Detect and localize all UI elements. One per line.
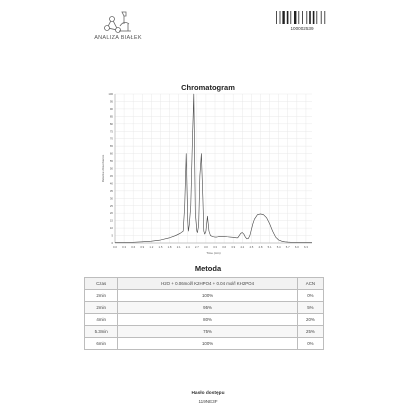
barcode-bars	[276, 11, 326, 24]
x-tick-label: 3.9	[231, 245, 235, 249]
company-logo: ANALIZA BIAŁEK	[88, 8, 148, 41]
cell-time: 2min	[83, 301, 119, 314]
barcode-bar	[324, 11, 326, 24]
y-tick-label: 15	[110, 219, 114, 223]
password-label: Hasło dostępu	[191, 391, 225, 396]
y-tick-label: 10	[110, 226, 114, 230]
y-tick-label: 0	[111, 241, 113, 245]
barcode-bar	[298, 11, 300, 24]
cell-time: 5.3min	[83, 325, 119, 338]
cell-acn: 0%	[296, 337, 325, 350]
x-tick-label: 2.1	[177, 245, 181, 249]
y-tick-label: 35	[110, 189, 114, 193]
cell-buffer: 100%	[117, 337, 298, 350]
header-time: Czas	[83, 277, 119, 290]
barcode-bar	[286, 11, 289, 24]
x-tick-label: 2.4	[186, 245, 190, 249]
x-tick-label: 6.0	[295, 245, 299, 249]
y-axis-label: Relative Absorbance	[101, 154, 105, 182]
x-tick-label: 1.5	[159, 245, 163, 249]
table-row: 4min 80% 20%	[83, 313, 325, 326]
gradient-table: Czas H2O + 0.06mol/l K2HPO4 + 0.04 mol/l…	[83, 277, 325, 350]
table-row: 5.3min 75% 25%	[83, 325, 325, 338]
barcode-number: 100002539	[290, 26, 314, 31]
y-tick-label: 45	[110, 174, 114, 178]
x-tick-label: 0.9	[140, 245, 144, 249]
barcode: 100002539	[276, 11, 328, 31]
table-row: 6min 100% 0%	[83, 337, 325, 350]
password-value: 119NE3F	[198, 399, 218, 404]
x-tick-label: 0.6	[131, 245, 135, 249]
y-tick-label: 65	[110, 144, 114, 148]
cell-acn: 0%	[296, 289, 325, 302]
method-title: Metoda	[194, 264, 222, 273]
y-tick-label: 75	[110, 129, 114, 133]
x-axis-label: Time (min)	[206, 251, 220, 255]
y-tick-label: 85	[110, 114, 114, 118]
y-tick-label: 40	[110, 181, 114, 185]
y-tick-label: 50	[110, 167, 114, 171]
x-tick-label: 3.0	[204, 245, 208, 249]
series-line	[115, 93, 312, 243]
x-tick-label: 3.3	[213, 245, 217, 249]
barcode-bar	[294, 11, 297, 24]
cell-buffer: 80%	[117, 313, 298, 326]
chromatogram-chart: 0 5 10 15 20 25 30 35 40 45 50 55 60 65 70 75 80 85 90 95 10…	[101, 92, 312, 255]
table-row: 2min 100% 0%	[83, 289, 325, 302]
x-tick-label: 5.7	[286, 245, 290, 249]
y-tick-label: 5	[111, 234, 113, 238]
x-tick-label: 4.2	[240, 245, 244, 249]
molecule-microscope-icon	[104, 11, 131, 33]
table-row: 2min 95% 5%	[83, 301, 325, 314]
y-tick-label: 70	[110, 137, 114, 141]
barcode-bar	[276, 11, 277, 24]
cell-acn: 20%	[296, 313, 325, 326]
y-tick-label: 95	[110, 99, 114, 103]
x-tick-label: 5.1	[268, 245, 272, 249]
cell-time: 6min	[83, 337, 119, 350]
x-tick-label: 1.2	[149, 245, 153, 249]
cell-buffer: 95%	[117, 301, 298, 314]
y-tick-label: 25	[110, 204, 114, 208]
barcode-bar	[316, 11, 318, 24]
x-tick-label: 1.8	[168, 245, 172, 249]
y-tick-label: 100	[108, 92, 113, 96]
barcode-bar	[306, 11, 308, 24]
x-tick-label: 4.5	[249, 245, 253, 249]
y-tick-label: 20	[110, 211, 114, 215]
x-tick-label: 4.8	[259, 245, 263, 249]
cell-time: 2min	[83, 289, 119, 302]
x-tick-label: 0.0	[113, 245, 117, 249]
y-tick-label: 80	[110, 122, 114, 126]
barcode-bar	[320, 11, 322, 24]
x-tick-label: 5.4	[277, 245, 281, 249]
barcode-bar	[279, 11, 281, 24]
x-tick-label: 3.6	[222, 245, 226, 249]
y-tick-label: 60	[110, 152, 114, 156]
table-header-row: Czas H2O + 0.06mol/l K2HPO4 + 0.04 mol/l…	[83, 277, 325, 290]
cell-acn: 25%	[296, 325, 325, 338]
cell-buffer: 75%	[117, 325, 298, 338]
y-tick-label: 90	[110, 107, 114, 111]
cell-buffer: 100%	[117, 289, 298, 302]
barcode-bar	[282, 11, 285, 24]
header-buffer: H2O + 0.06mol/l K2HPO4 + 0.04 mol/l KH2P…	[117, 277, 298, 290]
logo-text: ANALIZA BIAŁEK	[94, 35, 142, 41]
barcode-bar	[302, 11, 303, 24]
y-tick-label: 55	[110, 159, 114, 163]
chromatogram-title: Chromatogram	[181, 83, 235, 92]
barcode-bar	[312, 11, 315, 24]
barcode-bar	[290, 11, 292, 24]
x-tick-label: 6.3	[304, 245, 308, 249]
y-tick-label: 30	[110, 196, 114, 200]
barcode-bar	[309, 11, 311, 24]
cell-acn: 5%	[296, 301, 325, 314]
x-tick-label: 0.3	[122, 245, 126, 249]
header-acn: ACN	[296, 277, 325, 290]
cell-time: 4min	[83, 313, 119, 326]
x-tick-label: 2.7	[195, 245, 199, 249]
